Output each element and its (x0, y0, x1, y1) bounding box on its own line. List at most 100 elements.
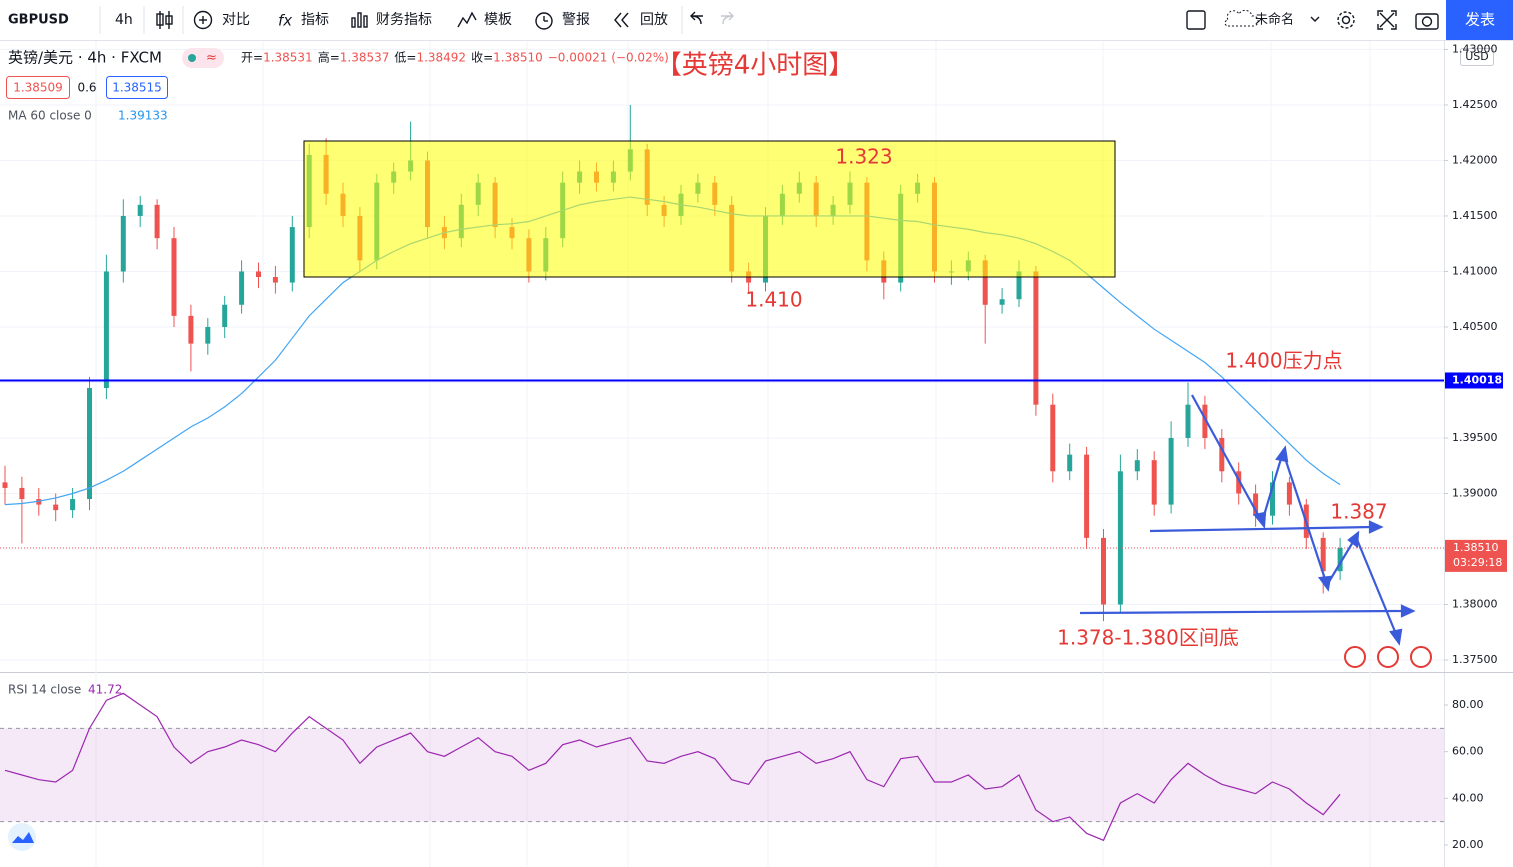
candle-body (1151, 460, 1157, 505)
candle-body (1219, 437, 1225, 472)
annotation[interactable]: 1.378-1.380区间底 (1057, 626, 1239, 650)
candle-body (1286, 482, 1292, 505)
symbol-title: 英镑/美元 · 4h · FXCM (8, 49, 162, 67)
flag-us[interactable] (1344, 646, 1366, 668)
snapshot-icon[interactable] (1415, 13, 1439, 30)
replay-icon-2[interactable] (621, 12, 629, 28)
arrow-head (1275, 445, 1289, 463)
chart-type-icon[interactable] (156, 11, 173, 29)
range-box[interactable] (303, 140, 1116, 278)
event-flags[interactable] (1344, 646, 1432, 668)
candle-body (1168, 437, 1174, 505)
candle-body (154, 204, 160, 239)
candle-body (1337, 547, 1343, 572)
annotation[interactable]: 【英镑4小时图】 (656, 51, 855, 81)
undo-icon[interactable] (690, 11, 703, 25)
toolbar-item[interactable]: 回放 (640, 12, 668, 28)
y-tick-label: 1.41000 (1452, 264, 1498, 277)
candle-body (2, 482, 8, 488)
candle-body (1050, 404, 1056, 472)
compare-icon[interactable] (193, 10, 213, 30)
candle-body (1134, 460, 1140, 472)
financials-icon[interactable] (351, 12, 368, 28)
logo[interactable] (8, 823, 36, 851)
layout-name[interactable]: 未命名 (1255, 12, 1294, 28)
y-tick-label: 1.39000 (1452, 486, 1498, 499)
bottom-line[interactable] (1079, 609, 1405, 615)
publish-label[interactable]: 发表 (1465, 11, 1495, 29)
toolbar-item[interactable]: 对比 (222, 12, 250, 28)
interval[interactable]: 4h (115, 12, 133, 28)
candle-body (1270, 482, 1275, 516)
candle-body (1253, 493, 1259, 516)
candle-body (137, 204, 143, 216)
toolbar-item[interactable]: 财务指标 (376, 12, 432, 28)
flag-us[interactable] (1410, 646, 1432, 668)
arrow-head (1252, 511, 1267, 529)
y-tick-label: 20.00 (1452, 838, 1484, 851)
layout-icon[interactable] (1186, 10, 1206, 30)
trend-drawings[interactable] (1079, 394, 1416, 646)
candle-body (120, 215, 126, 272)
logo-mark (12, 832, 34, 843)
candle-body (87, 388, 92, 500)
annotation[interactable]: 1.387 (1330, 500, 1387, 524)
y-tick-label: 60.00 (1452, 745, 1484, 758)
ohlc-value: −0.00021 (−0.02%) (548, 51, 669, 65)
last-price-label: 1.38510 (1453, 541, 1499, 554)
candle-body (1236, 471, 1242, 494)
annotation[interactable]: 1.323 (835, 145, 892, 169)
toolbar-item[interactable]: 指标 (301, 12, 329, 28)
y-tick-label: 1.42000 (1452, 153, 1498, 166)
candle-body (103, 271, 109, 389)
symbol[interactable]: GBPUSD (8, 13, 69, 28)
ohlc-key: 低= (394, 51, 416, 65)
buy-price[interactable]: 1.38515 (112, 81, 162, 95)
support-line[interactable] (1149, 525, 1373, 533)
toolbar-item[interactable]: 警报 (562, 12, 590, 28)
buy-button[interactable] (106, 76, 168, 99)
rsi-legend: RSI 14 close (8, 683, 81, 697)
ohlc-value: 1.38510 (493, 51, 543, 65)
candle-body (188, 315, 194, 344)
fullscreen-icon[interactable] (1377, 10, 1397, 30)
countdown: 03:29:18 (1453, 556, 1502, 569)
rsi-value: 41.72 (88, 683, 122, 697)
market-status (188, 54, 196, 62)
arrow-head (1400, 604, 1416, 618)
ohlc-value: 1.38537 (340, 51, 390, 65)
candle-body (239, 271, 245, 305)
replay-icon[interactable] (614, 12, 622, 28)
projection-line[interactable] (1354, 536, 1398, 635)
template-icon[interactable] (457, 11, 477, 28)
candle-body (1033, 271, 1039, 405)
settings-icon[interactable] (1337, 11, 1355, 29)
ohlc-key: 高= (318, 50, 340, 65)
y-tick-label: 1.41500 (1452, 209, 1498, 222)
candle-body (999, 299, 1005, 305)
annotation[interactable]: 1.400压力点 (1225, 349, 1342, 373)
arrow-head (1368, 520, 1384, 534)
overlay-layer: 【英镑4小时图】 1.323 1.410 1.400压力点 1.387 1.378-1.3… (0, 51, 1444, 650)
toolbar-item[interactable]: 模板 (484, 12, 512, 28)
candle-body (1084, 454, 1090, 538)
candle-body (70, 499, 76, 511)
hline-price-label: 1.40018 (1452, 373, 1502, 386)
alert-icon[interactable] (535, 12, 553, 30)
publish-button[interactable] (1446, 0, 1513, 40)
candle-body (1101, 537, 1106, 605)
sell-price[interactable]: 1.38509 (13, 81, 63, 95)
candle-body (205, 326, 211, 344)
dropdown-icon[interactable] (1310, 16, 1320, 22)
currency-box[interactable] (1460, 48, 1494, 66)
sell-button[interactable] (6, 76, 70, 99)
redo-icon[interactable] (721, 11, 734, 25)
currency[interactable]: USD (1465, 50, 1489, 63)
candle-body (19, 487, 25, 500)
indicator-icon[interactable]: fx (278, 12, 292, 30)
annotation[interactable]: 1.410 (745, 288, 802, 312)
spread: 0.6 (77, 81, 96, 95)
flag-uk[interactable] (1377, 646, 1399, 668)
rsi-band (0, 728, 1444, 822)
